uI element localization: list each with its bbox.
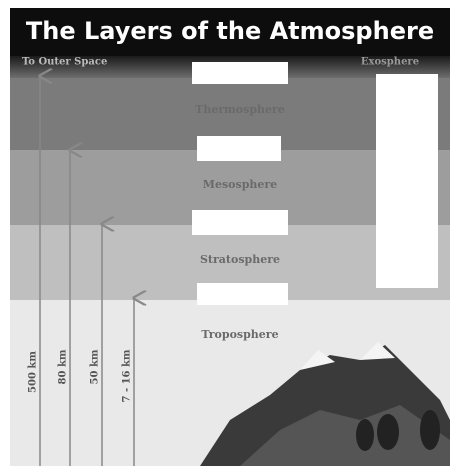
blank-box xyxy=(197,283,288,305)
title: The Layers of the Atmosphere xyxy=(26,17,434,45)
tree xyxy=(420,410,440,450)
layer-label: Thermosphere xyxy=(195,103,285,116)
height-label: 80 km xyxy=(58,349,69,384)
layer-label: Mesosphere xyxy=(203,178,277,191)
height-label: 500 km xyxy=(28,351,39,393)
layer-label: Stratosphere xyxy=(200,253,280,266)
exosphere-label: Exosphere xyxy=(361,57,419,68)
height-label: 7 - 16 km xyxy=(122,349,133,402)
blank-box xyxy=(192,62,288,84)
height-label: 50 km xyxy=(90,349,101,384)
layer-label: Troposphere xyxy=(201,328,278,341)
blank-box xyxy=(192,210,288,235)
blank-box xyxy=(376,74,438,288)
blank-box xyxy=(197,136,281,161)
outer-space-label: To Outer Space xyxy=(22,57,107,68)
tree xyxy=(377,414,399,450)
tree xyxy=(356,419,374,451)
atmosphere-diagram: The Layers of the Atmosphere To Outer Sp… xyxy=(0,0,461,468)
